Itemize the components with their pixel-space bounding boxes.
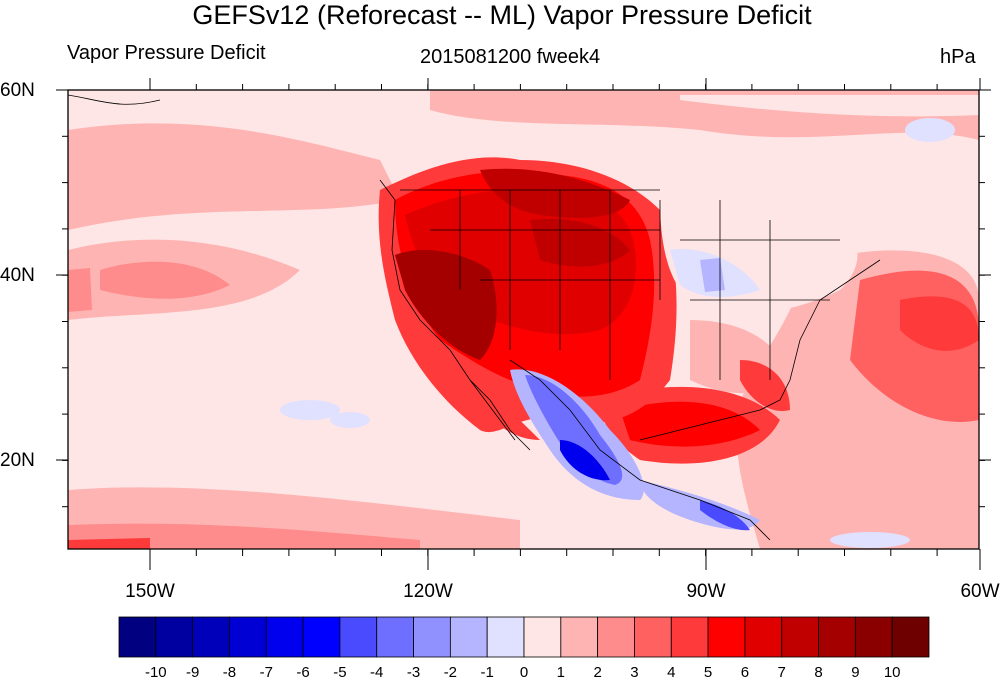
colorbar-swatch [523,616,562,658]
colorbar-swatch [707,616,746,658]
colorbar-label: -10 [144,664,167,681]
variable-label: Vapor Pressure Deficit [67,42,266,64]
colorbar-label: 0 [519,664,529,681]
colorbar-swatch [265,616,304,658]
colorbar-swatch [634,616,672,658]
colorbar-swatch [597,616,635,658]
colorbar-swatch [781,616,819,658]
lon-label-150w: 150W [125,581,175,602]
plot-title: GEFSv12 (Reforecast -- ML) Vapor Pressur… [192,0,812,30]
colorbar-label: 5 [703,664,713,681]
colorbar-label: 9 [851,664,860,681]
colorbar-label: -9 [185,664,200,681]
lat-label-60n: 60N [0,80,35,101]
colorbar-swatch [302,616,341,658]
colorbar-swatch [376,616,414,658]
colorbar-label: 7 [777,664,786,681]
colorbar-swatch [413,616,451,658]
colorbar-swatch [670,616,709,658]
colorbar-label: 8 [814,664,823,681]
lon-label-120w: 120W [403,581,453,602]
colorbar-label: -6 [296,664,310,681]
colorbar-label: 1 [556,664,565,681]
colorbar-label: -8 [222,664,237,681]
lon-label-60w: 60W [960,581,1000,602]
units-label: hPa [940,46,976,68]
colorbar-swatch [854,616,893,658]
colorbar-label: -3 [406,664,421,681]
colorbar-swatch [560,616,599,658]
colorbar-swatch [449,616,488,658]
colorbar-swatch [192,616,230,658]
colorbar-swatch [818,616,856,658]
colorbar-label: -1 [480,664,494,681]
colorbar-label: 10 [883,664,901,681]
colorbar-label: 3 [630,664,639,681]
axis-ticks [56,78,991,570]
colorbar-swatch [744,616,783,658]
colorbar-swatch [486,616,525,658]
forecast-date-label: 2015081200 fweek4 [420,46,601,68]
colorbar-swatch [155,616,194,658]
colorbar-label: -2 [443,664,458,681]
lon-label-90w: 90W [686,581,726,602]
colorbar-swatch [229,616,267,658]
colorbar-label: 4 [667,664,676,681]
colorbar-swatch [339,616,378,658]
colorbar-swatch [891,616,930,658]
lat-label-40n: 40N [0,265,35,286]
colorbar-label: -4 [370,664,384,681]
colorbar-label: 6 [740,664,750,681]
coastlines [68,94,881,541]
map-frame [67,89,980,550]
colorbar-swatch [118,616,157,658]
lat-label-20n: 20N [0,450,35,471]
colorbar-label: -7 [259,664,273,681]
vpd-field [68,90,979,549]
colorbar-label: -5 [333,664,347,681]
colorbar-label: 2 [593,664,602,681]
